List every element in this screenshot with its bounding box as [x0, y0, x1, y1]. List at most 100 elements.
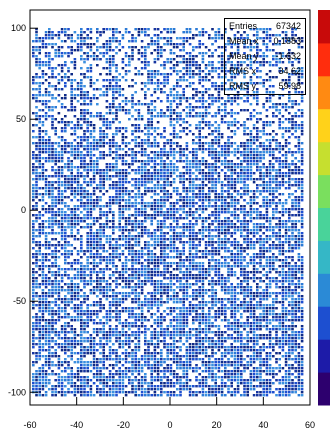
heatmap-cell [99, 277, 102, 280]
heatmap-cell [275, 271, 278, 274]
heatmap-cell [188, 31, 192, 34]
heatmap-cell [57, 295, 61, 298]
heatmap-cell [198, 169, 201, 172]
heatmap-cell [265, 46, 269, 49]
heatmap-cell [275, 277, 278, 280]
heatmap-cell [54, 151, 57, 154]
heatmap-cell [160, 289, 163, 292]
heatmap-cell [198, 268, 201, 271]
heatmap-cell [252, 229, 256, 232]
heatmap-cell [67, 220, 70, 223]
heatmap-cell [249, 61, 253, 64]
heatmap-cell [57, 100, 61, 103]
heatmap-cell [60, 88, 64, 91]
heatmap-cell [38, 286, 41, 289]
heatmap-cell [128, 64, 131, 67]
heatmap-cell [44, 178, 48, 181]
heatmap-cell [192, 262, 195, 265]
heatmap-cell [163, 277, 166, 280]
heatmap-cell [214, 283, 217, 286]
heatmap-cell [73, 109, 77, 112]
heatmap-cell [294, 151, 297, 154]
heatmap-cell [48, 232, 51, 235]
heatmap-cell [172, 151, 176, 154]
heatmap-cell [48, 151, 51, 154]
heatmap-cell [150, 274, 153, 277]
heatmap-cell [54, 196, 57, 199]
heatmap-cell [265, 37, 269, 40]
heatmap-cell [108, 61, 112, 64]
heatmap-cell [163, 130, 166, 133]
heatmap-cell [208, 166, 211, 169]
heatmap-cell [288, 97, 291, 100]
heatmap-cell [284, 250, 288, 253]
heatmap-cell [73, 295, 77, 298]
heatmap-cell [217, 238, 221, 241]
heatmap-cell [198, 139, 201, 142]
heatmap-cell [172, 277, 176, 280]
heatmap-cell [284, 292, 288, 295]
heatmap-cell [163, 163, 166, 166]
heatmap-cell [124, 295, 128, 298]
heatmap-cell [172, 205, 176, 208]
heatmap-cell [89, 166, 93, 169]
heatmap-cell [172, 28, 176, 31]
heatmap-cell [291, 256, 294, 259]
heatmap-cell [227, 211, 230, 214]
heatmap-cell [86, 202, 89, 205]
heatmap-cell [35, 73, 38, 76]
heatmap-cell [249, 271, 253, 274]
heatmap-cell [208, 262, 211, 265]
heatmap-cell [118, 283, 121, 286]
heatmap-cell [182, 277, 185, 280]
heatmap-cell [118, 211, 121, 214]
heatmap-cell [51, 118, 54, 121]
heatmap-cell [64, 220, 67, 223]
heatmap-cell [265, 151, 269, 154]
heatmap-cell [128, 244, 131, 247]
heatmap-cell [211, 103, 214, 106]
heatmap-cell [102, 52, 105, 55]
heatmap-cell [99, 136, 102, 139]
heatmap-cell [144, 97, 147, 100]
heatmap-cell [57, 208, 61, 211]
heatmap-cell [211, 61, 214, 64]
heatmap-cell [256, 91, 259, 94]
heatmap-cell [284, 235, 288, 238]
heatmap-cell [246, 226, 249, 229]
heatmap-cell [83, 202, 86, 205]
heatmap-cell [211, 130, 214, 133]
heatmap-cell [284, 79, 288, 82]
heatmap-cell [86, 55, 89, 58]
heatmap-cell [214, 220, 217, 223]
heatmap-cell [134, 184, 137, 187]
heatmap-cell [240, 175, 243, 178]
heatmap-cell [179, 37, 182, 40]
heatmap-cell [48, 58, 51, 61]
heatmap-cell [211, 244, 214, 247]
heatmap-cell [89, 142, 93, 145]
heatmap-cell [179, 280, 182, 283]
heatmap-cell [124, 247, 128, 250]
heatmap-cell [134, 214, 137, 217]
heatmap-cell [185, 217, 189, 220]
heatmap-cell [32, 142, 35, 145]
heatmap-cell [224, 49, 227, 52]
heatmap-cell [112, 256, 115, 259]
heatmap-cell [41, 271, 45, 274]
heatmap-cell [291, 265, 294, 268]
heatmap-cell [35, 235, 38, 238]
heatmap-cell [297, 202, 301, 205]
heatmap-cell [105, 262, 109, 265]
heatmap-cell [83, 175, 86, 178]
heatmap-cell [198, 82, 201, 85]
heatmap-cell [54, 271, 57, 274]
heatmap-cell [208, 61, 211, 64]
heatmap-cell [163, 37, 166, 40]
heatmap-cell [124, 265, 128, 268]
heatmap-cell [51, 211, 54, 214]
heatmap-cell [272, 217, 275, 220]
heatmap-cell [153, 70, 157, 73]
heatmap-cell [166, 289, 169, 292]
heatmap-cell [204, 220, 208, 223]
